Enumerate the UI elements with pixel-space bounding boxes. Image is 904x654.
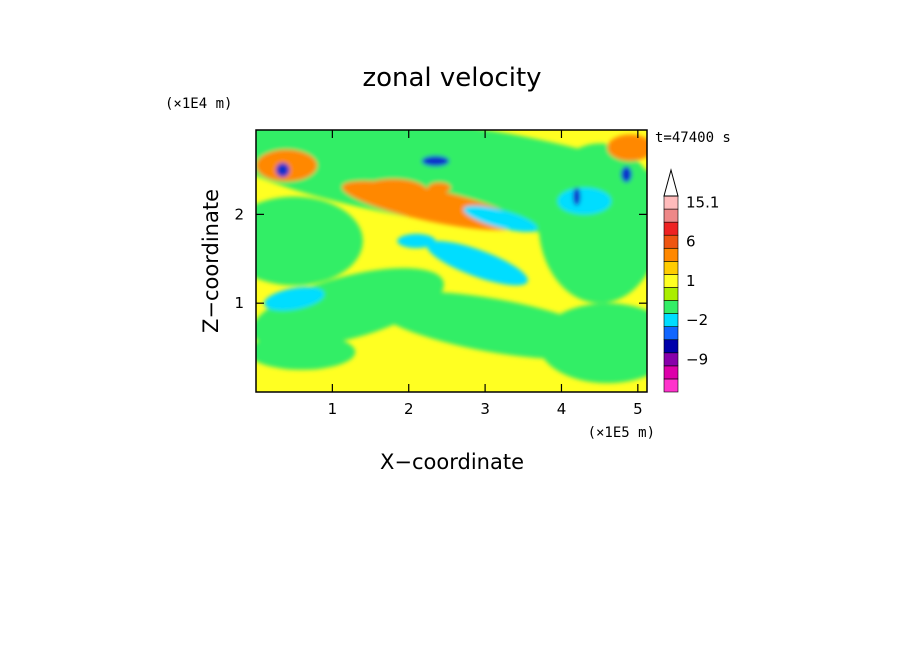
x-tick-label: 3	[480, 400, 490, 418]
field-blob	[256, 334, 356, 370]
colorbar-level	[663, 326, 679, 341]
field-blob	[256, 196, 363, 286]
field-blob	[275, 162, 290, 178]
colorbar-level	[663, 300, 679, 314]
field-blob	[538, 143, 647, 304]
x-tick-label: 5	[633, 400, 643, 418]
y-tick-label: 2	[234, 205, 244, 223]
colorbar-level	[663, 287, 679, 301]
field-blob	[256, 268, 444, 348]
colorbar-label: 15.1	[686, 194, 719, 212]
field-blob	[421, 155, 450, 167]
colorbar-level	[663, 365, 679, 380]
field-blob	[427, 182, 451, 194]
colorbar-level	[663, 221, 679, 236]
field-blob	[607, 134, 647, 162]
field-blob	[463, 205, 538, 232]
x-tick-label: 2	[404, 400, 414, 418]
colorbar-level	[663, 247, 679, 262]
colorbar-level	[663, 208, 679, 223]
colorbar-level	[663, 378, 679, 393]
colorbar-level	[663, 234, 679, 249]
colorbar-label: 6	[686, 233, 696, 251]
colorbar: 15.1 6 1 −2 −9	[663, 168, 719, 393]
field-blob	[572, 187, 581, 206]
x-tick-label: 1	[328, 400, 338, 418]
field-blob	[427, 241, 528, 286]
colorbar-label: −2	[686, 311, 708, 329]
x-axis-ticks: 1 2 3 4 5	[328, 130, 643, 418]
field-blob	[538, 303, 647, 384]
colorbar-extend-arrow	[663, 168, 679, 197]
y-axis-label: Z−coordinate	[199, 189, 223, 333]
field-blob	[621, 166, 632, 183]
field-blob	[557, 187, 612, 215]
colorbar-label: 1	[686, 272, 696, 290]
field-blob	[264, 286, 325, 311]
colorbar-level	[663, 195, 679, 210]
contour-field	[256, 130, 647, 392]
plot-frame	[255, 129, 648, 393]
time-label: t=47400 s	[655, 130, 731, 146]
y-scale-label: (×1E4 m)	[165, 96, 232, 112]
colorbar-level	[663, 339, 679, 354]
y-tick-label: 1	[234, 294, 244, 312]
colorbar-label: −9	[686, 350, 708, 368]
field-blobs	[256, 130, 647, 384]
colorbar-level	[663, 261, 679, 275]
x-tick-label: 4	[557, 400, 567, 418]
colorbar-level	[663, 274, 679, 288]
x-axis-label: X−coordinate	[380, 450, 524, 474]
field-blob	[359, 178, 428, 206]
colorbar-level	[663, 352, 679, 367]
chart-title: zonal velocity	[362, 63, 541, 93]
x-scale-label: (×1E5 m)	[588, 425, 655, 441]
field-blob	[397, 233, 436, 249]
y-axis-ticks: 12	[234, 205, 647, 312]
colorbar-level	[663, 313, 679, 327]
